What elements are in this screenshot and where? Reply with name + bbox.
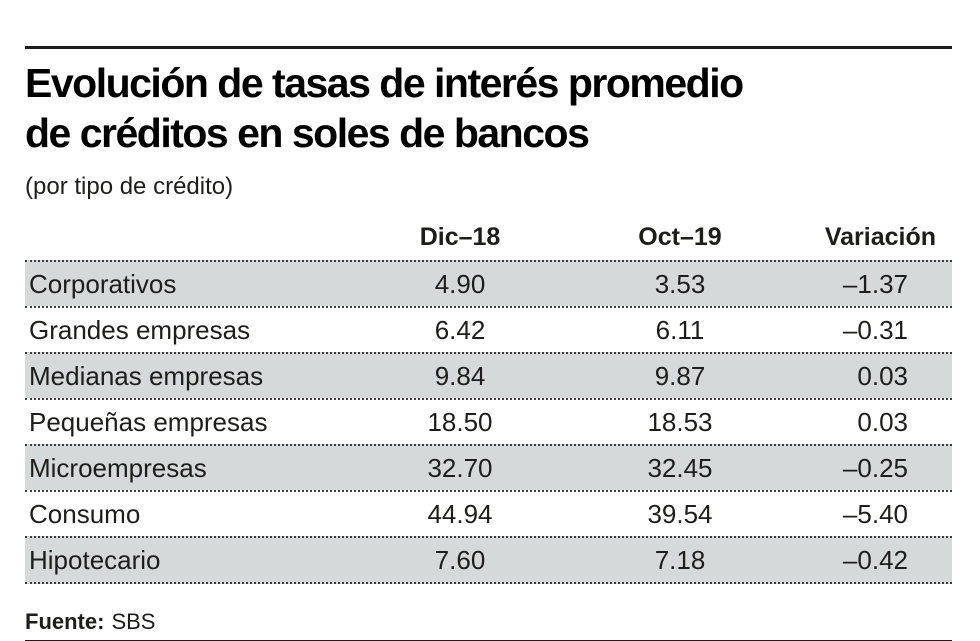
table-row: Corporativos 4.90 3.53 –1.37: [25, 260, 952, 306]
page-title-line1: Evolución de tasas de interés promedio: [25, 60, 744, 106]
cell-variacion: 0.03: [857, 406, 908, 437]
row-label: Medianas empresas: [29, 360, 264, 391]
cell-dic18: 9.84: [434, 360, 486, 391]
table-header-row: Dic–18 Oct–19 Variación: [25, 220, 952, 260]
cell-variacion: –0.31: [842, 314, 908, 345]
cell-dic18: 4.90: [434, 268, 486, 299]
row-label: Grandes empresas: [29, 314, 251, 345]
cell-dic18: 6.42: [434, 314, 486, 345]
header-variacion: Variación: [824, 223, 936, 251]
cell-oct19: 3.53: [654, 268, 706, 299]
source-label: Fuente:: [25, 609, 105, 634]
row-label: Consumo: [29, 498, 141, 529]
row-label: Pequeñas empresas: [29, 406, 268, 437]
cell-oct19: 6.11: [655, 314, 705, 345]
table-row: Medianas empresas 9.84 9.87 0.03: [25, 352, 952, 398]
cell-variacion: 0.03: [857, 360, 908, 391]
cell-dic18: 18.50: [427, 406, 493, 437]
cell-oct19: 32.45: [647, 452, 713, 483]
page-title: Evolución de tasas de interés promedio d…: [25, 58, 952, 158]
row-label: Corporativos: [29, 268, 177, 299]
top-rule: [25, 46, 952, 49]
table-row: Pequeñas empresas 18.50 18.53 0.03: [25, 398, 952, 444]
table-row: Hipotecario 7.60 7.18 –0.42: [25, 536, 952, 584]
cell-oct19: 9.87: [654, 360, 706, 391]
cell-dic18: 32.70: [427, 452, 493, 483]
table-row: Consumo 44.94 39.54 –5.40: [25, 490, 952, 536]
cell-oct19: 7.18: [654, 544, 706, 575]
cell-variacion: –0.42: [842, 544, 908, 575]
header-oct19: Oct–19: [638, 223, 722, 251]
rates-table: Dic–18 Oct–19 Variación Corporativos 4.9…: [25, 220, 952, 584]
cell-variacion: –1.37: [842, 268, 908, 299]
row-label: Microempresas: [29, 452, 207, 483]
cell-variacion: –0.25: [842, 452, 908, 483]
source-value: SBS: [111, 609, 156, 634]
row-label: Hipotecario: [29, 544, 161, 575]
source-line: Fuente: SBS: [25, 609, 952, 635]
header-dic18: Dic–18: [419, 223, 501, 251]
cell-oct19: 39.54: [647, 498, 713, 529]
page-subtitle: (por tipo de crédito): [25, 173, 234, 200]
cell-dic18: 7.60: [434, 544, 486, 575]
cell-oct19: 18.53: [647, 406, 713, 437]
page-title-line2: de créditos en soles de bancos: [25, 110, 590, 156]
cell-variacion: –5.40: [842, 498, 908, 529]
table-row: Grandes empresas 6.42 6.11 –0.31: [25, 306, 952, 352]
table-row: Microempresas 32.70 32.45 –0.25: [25, 444, 952, 490]
cell-dic18: 44.94: [427, 498, 493, 529]
